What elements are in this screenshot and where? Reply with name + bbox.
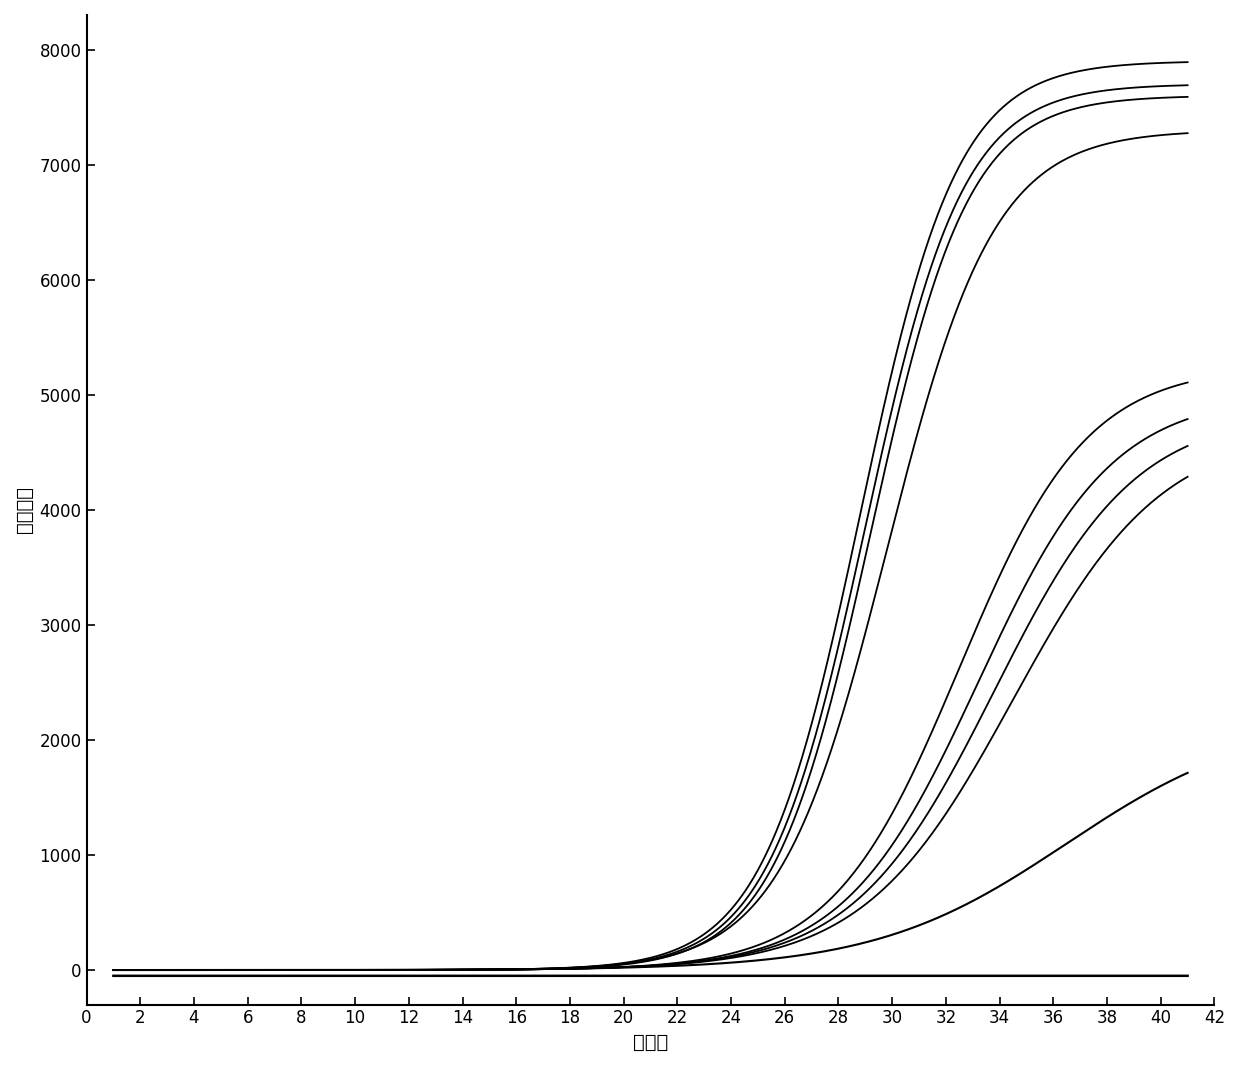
Y-axis label: 荧光强度: 荧光强度 <box>15 487 33 534</box>
X-axis label: 循环数: 循环数 <box>632 1033 668 1052</box>
